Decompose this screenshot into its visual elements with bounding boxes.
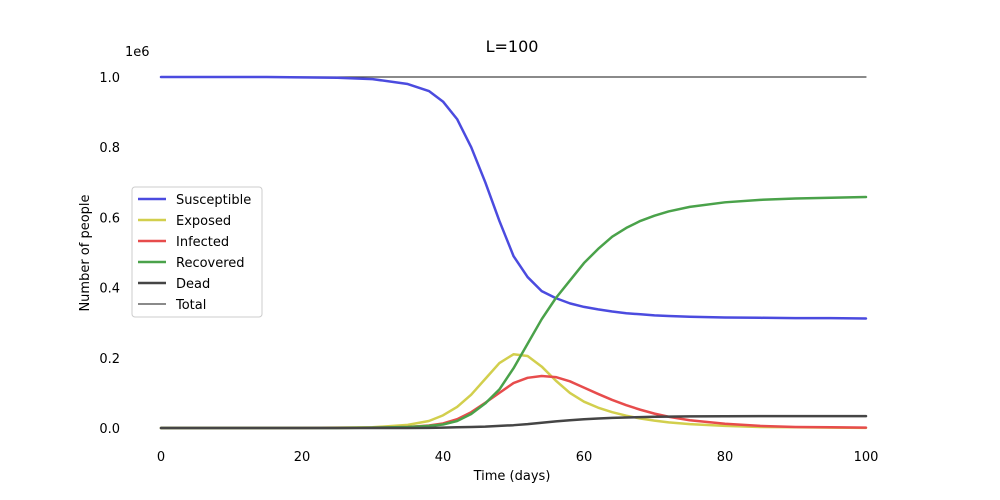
x-tick-label: 0: [157, 450, 165, 465]
y-tick-label: 1.0: [99, 71, 120, 86]
x-tick-label: 80: [717, 450, 734, 465]
y-ticks: 0.0 0.2 0.4 0.6 0.8 1.0: [99, 71, 120, 437]
series-line-dead: [159, 414, 868, 430]
series-line-recovered: [159, 195, 868, 430]
y-offset-label: 1e6: [125, 45, 150, 60]
x-ticks: 0 20 40 60 80 100: [157, 450, 879, 465]
y-tick-label: 0.2: [99, 352, 120, 367]
y-tick-label: 0.0: [99, 422, 120, 437]
legend-label-total: Total: [175, 298, 206, 313]
legend: Susceptible Exposed Infected Recovered Dead T…: [131, 186, 263, 318]
x-tick-label: 20: [294, 450, 311, 465]
y-tick-label: 0.4: [99, 282, 120, 297]
legend-label-exposed: Exposed: [176, 214, 231, 229]
legend-label-infected: Infected: [176, 235, 229, 250]
x-tick-label: 40: [435, 450, 452, 465]
y-tick-label: 0.6: [99, 211, 120, 226]
y-axis-label: Number of people: [78, 194, 93, 311]
x-tick-label: 100: [854, 450, 879, 465]
legend-label-dead: Dead: [176, 277, 210, 292]
x-tick-label: 60: [576, 450, 593, 465]
legend-label-susceptible: Susceptible: [176, 193, 251, 208]
series-lines: [159, 75, 868, 430]
x-axis-label: Time (days): [473, 469, 551, 484]
chart-title: L=100: [486, 37, 539, 56]
series-line-susceptible: [159, 75, 868, 320]
legend-label-recovered: Recovered: [176, 256, 245, 271]
y-tick-label: 0.8: [99, 141, 120, 156]
series-line-infected: [159, 374, 868, 430]
